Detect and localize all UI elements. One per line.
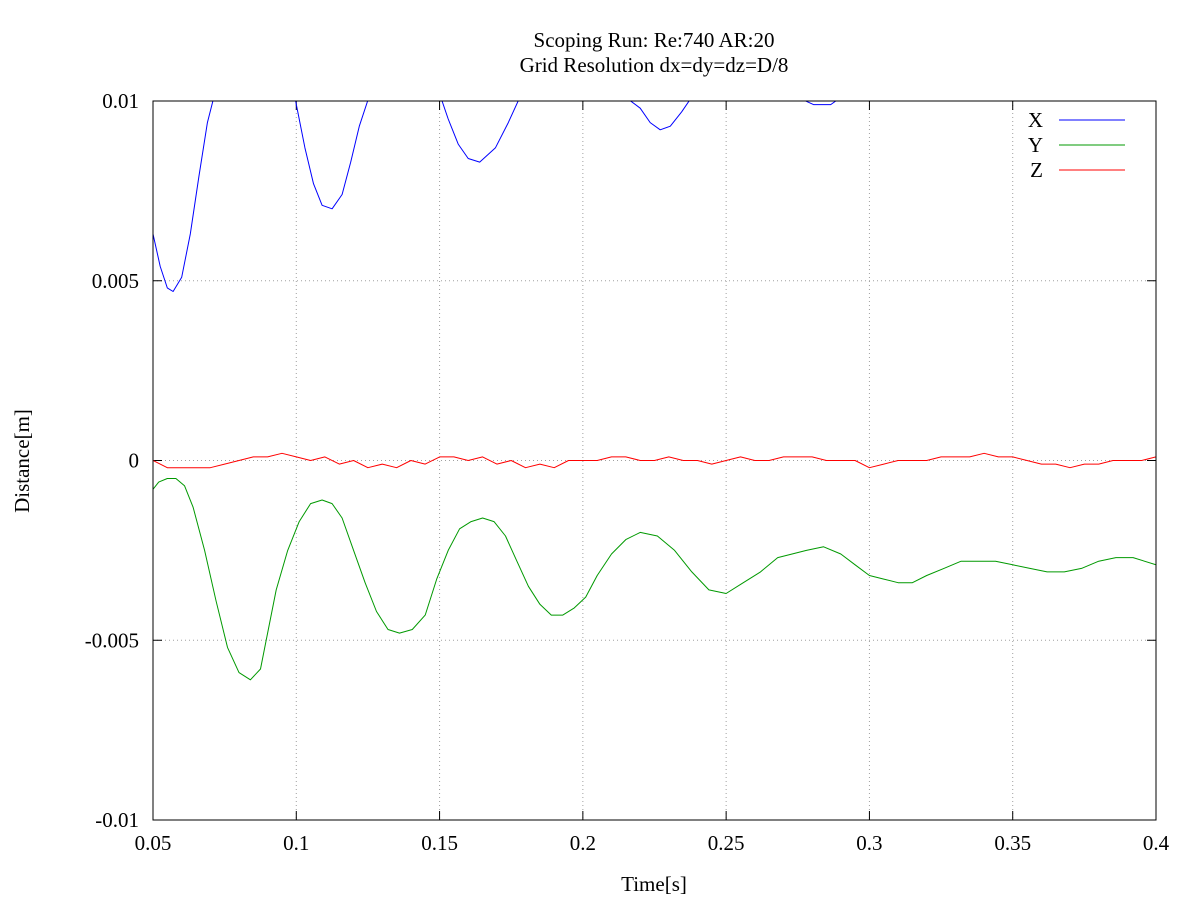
- x-tick-label: 0.2: [570, 831, 596, 855]
- x-tick-label: 0.1: [283, 831, 309, 855]
- y-tick-label: -0.01: [95, 808, 139, 832]
- x-tick-label: 0.3: [856, 831, 882, 855]
- chart-subtitle: Grid Resolution dx=dy=dz=D/8: [520, 53, 789, 77]
- legend: XYZ: [1028, 108, 1125, 182]
- x-tick-label: 0.05: [135, 831, 172, 855]
- x-tick-labels: 0.05 0.1 0.15 0.2 0.25 0.3 0.35 0.4: [135, 831, 1170, 855]
- x-axis-label: Time[s]: [621, 872, 687, 896]
- y-tick-label: 0.01: [102, 89, 139, 113]
- x-tick-label: 0.15: [421, 831, 458, 855]
- plot-frame: [152, 100, 1157, 821]
- series-lines: [153, 101, 1156, 681]
- y-axis-label: Distance[m]: [10, 409, 34, 513]
- x-tick-label: 0.4: [1143, 831, 1170, 855]
- series-line-z: [153, 452, 1156, 469]
- y-tick-label: -0.005: [85, 628, 139, 652]
- series-line-y: [153, 478, 1156, 681]
- y-tick-label: 0.005: [92, 269, 139, 293]
- chart-title: Scoping Run: Re:740 AR:20: [534, 28, 775, 52]
- x-tick-label: 0.25: [708, 831, 745, 855]
- legend-label-z: Z: [1030, 158, 1043, 182]
- x-tick-label: 0.35: [994, 831, 1031, 855]
- series-line-x: [153, 101, 837, 292]
- legend-label-y: Y: [1028, 133, 1043, 157]
- y-tick-label: 0: [129, 449, 140, 473]
- y-tick-labels: -0.01 -0.005 0 0.005 0.01: [85, 89, 139, 832]
- legend-label-x: X: [1028, 108, 1043, 132]
